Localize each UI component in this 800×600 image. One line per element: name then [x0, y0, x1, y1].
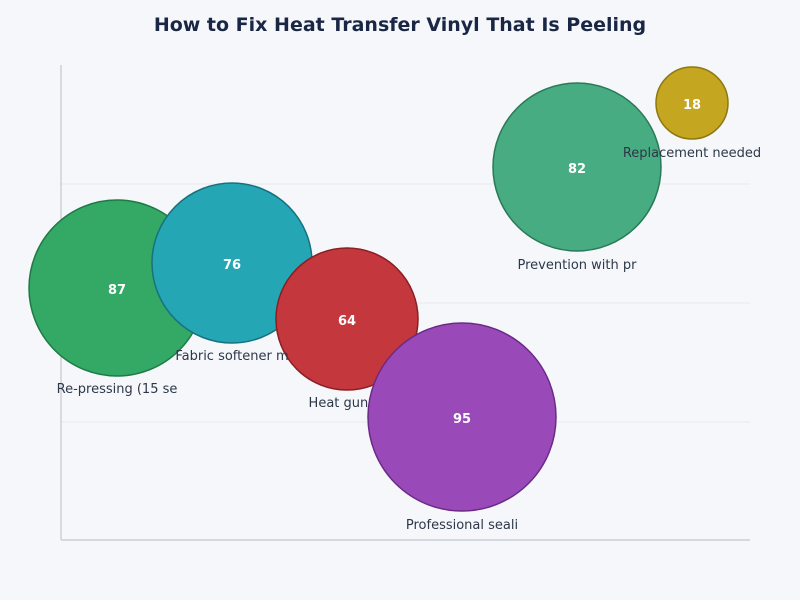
- bubble-label: Fabric softener m: [175, 349, 288, 364]
- bubble-replacement[interactable]: 18: [655, 66, 729, 140]
- bubble-value: 76: [223, 258, 241, 273]
- bubble-prevention[interactable]: 82: [492, 82, 662, 252]
- bubble-label: Replacement needed: [623, 146, 761, 161]
- bubble-value: 64: [338, 314, 356, 329]
- bubble-label: Heat gun at: [309, 396, 386, 411]
- bubble-value: 82: [568, 162, 586, 177]
- bubble-value: 95: [453, 412, 471, 427]
- bubble-label: Re-pressing (15 se: [57, 382, 178, 397]
- chart-title: How to Fix Heat Transfer Vinyl That Is P…: [153, 14, 647, 36]
- bubble-value: 18: [683, 98, 701, 113]
- bubble-heat-gun[interactable]: 64: [275, 247, 419, 391]
- bubble-value: 87: [108, 283, 126, 298]
- bubble-label: Prevention with pr: [518, 258, 638, 273]
- bubble-professional-sealing[interactable]: 95: [367, 322, 557, 512]
- bubble-label: Professional seali: [406, 518, 518, 533]
